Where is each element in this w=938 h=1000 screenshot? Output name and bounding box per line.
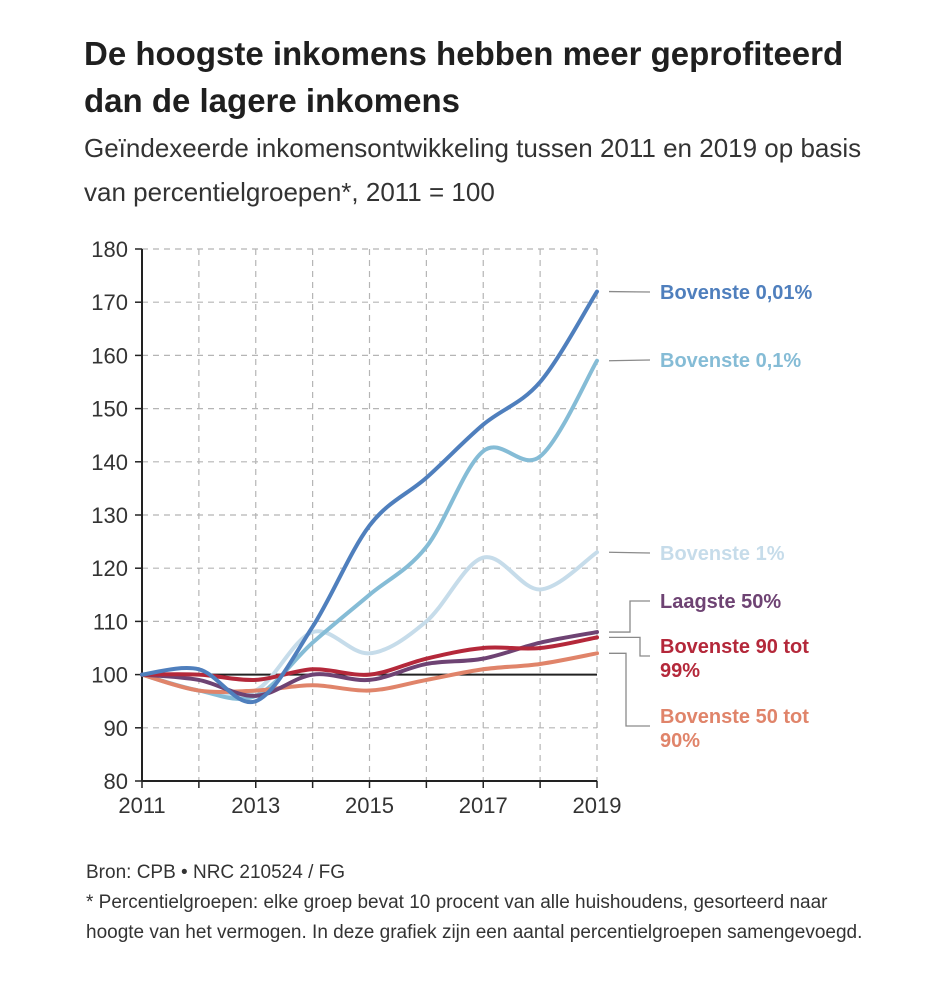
- legend-label-bovenste-50-tot-line2: 90%: [660, 730, 700, 752]
- legend-leader-1: [608, 359, 651, 362]
- y-tick-label-80: 80: [104, 769, 128, 794]
- legend-leader-5: [609, 652, 650, 727]
- y-tick-label-100: 100: [91, 663, 128, 688]
- legend-label-laagste-50-: Laagste 50%: [660, 591, 781, 613]
- y-tick-label-140: 140: [91, 450, 128, 475]
- series-line-bovenste-0-01-: [140, 289, 599, 705]
- y-tick-label-180: 180: [91, 237, 128, 262]
- legend-label-bovenste-0-1-: Bovenste 0,1%: [660, 350, 801, 372]
- footer: Bron: CPB • NRC 210524 / FG * Percentiel…: [86, 858, 886, 948]
- legend: Bovenste 0,01% Bovenste 0,1% Bovenste 1% La…: [608, 282, 813, 752]
- y-tick-label-160: 160: [91, 343, 128, 368]
- x-tick-label-2017: 2017: [459, 793, 508, 818]
- series-line-bovenste-50-tot-90-: [140, 651, 599, 694]
- chart-title: De hoogste inkomens hebben meer geprofit…: [84, 35, 844, 119]
- legend-label-bovenste-90-tot-line2: 99%: [660, 660, 700, 682]
- y-tick-label-150: 150: [91, 397, 128, 422]
- footnote-text: * Percentielgroepen: elke groep bevat 10…: [86, 892, 863, 943]
- legend-label-bovenste-1-: Bovenste 1%: [660, 543, 785, 565]
- legend-leader-4: [609, 636, 650, 657]
- x-tick-label-2019: 2019: [573, 793, 622, 818]
- series-line-bovenste-90-tot-99-: [140, 635, 599, 682]
- x-tick-label-2013: 2013: [231, 793, 280, 818]
- y-tick-label-120: 120: [91, 556, 128, 581]
- legend-label-bovenste-50-tot: Bovenste 50 tot: [660, 706, 809, 728]
- y-tick-label-110: 110: [93, 609, 128, 634]
- y-tick-label-170: 170: [91, 290, 128, 315]
- grid-lines: [142, 248, 598, 781]
- line-chart: 80 90 100 110 120 130 140 150 160 170 180 2011 2013 2…: [91, 237, 813, 818]
- series-line-bovenste-1-: [140, 550, 599, 698]
- x-tick-label-2015: 2015: [345, 793, 394, 818]
- legend-label-bovenste-0-01-: Bovenste 0,01%: [660, 282, 813, 304]
- legend-leader-3: [609, 600, 650, 633]
- axes: 80 90 100 110 120 130 140 150 160 170 180 2011 2013 2…: [91, 237, 621, 818]
- legend-leader-2: [608, 551, 651, 554]
- legend-label-bovenste-90-tot: Bovenste 90 tot: [660, 636, 809, 658]
- x-tick-label-2011: 2011: [118, 793, 165, 818]
- series-line-bovenste-0-1-: [140, 358, 599, 701]
- y-tick-label-130: 130: [91, 503, 128, 528]
- y-tick-label-90: 90: [104, 716, 128, 741]
- source-text: Bron: CPB • NRC 210524 / FG: [86, 862, 346, 883]
- series-lines: [140, 289, 599, 705]
- chart-subtitle: Geïndexeerde inkomensontwikkeling tussen…: [84, 133, 862, 207]
